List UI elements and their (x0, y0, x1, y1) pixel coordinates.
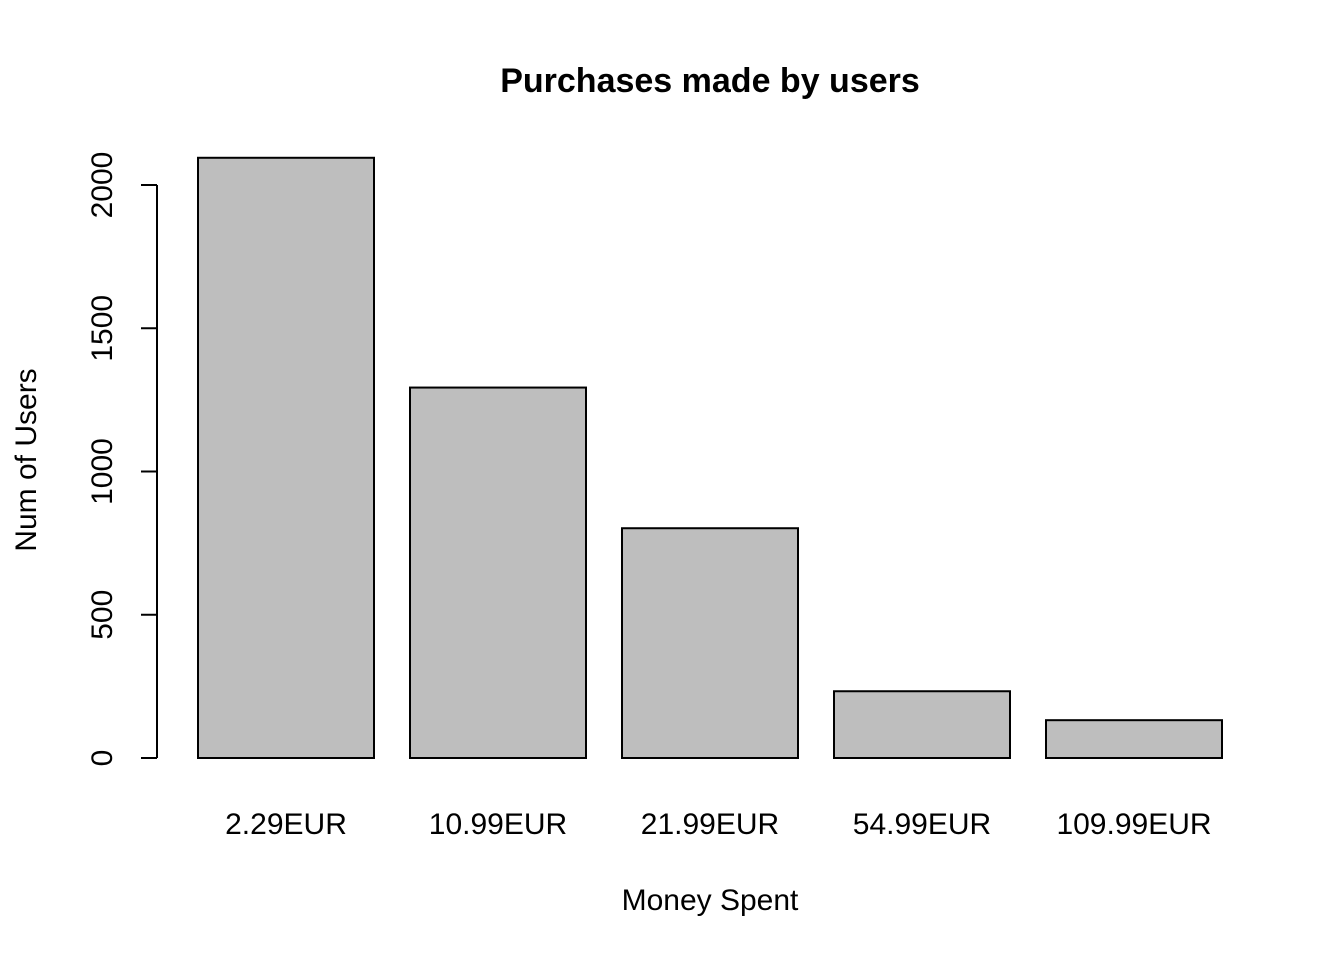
y-tick-label: 0 (86, 750, 119, 767)
bar-10.99EUR (409, 386, 587, 759)
bar-21.99EUR (621, 527, 799, 759)
bars (197, 156, 1223, 760)
x-axis-label: Money Spent (622, 884, 799, 917)
y-tick-label: 500 (86, 590, 119, 640)
y-tick-label: 1000 (86, 438, 119, 505)
y-tick-label: 1500 (86, 295, 119, 362)
bar-109.99EUR (1045, 719, 1223, 760)
bar-54.99EUR (833, 690, 1011, 759)
chart-title: Purchases made by users (500, 62, 920, 100)
x-tick-label: 21.99EUR (641, 808, 779, 841)
y-axis: 0 500 1000 1500 2000 (86, 152, 158, 767)
x-tick-label: 10.99EUR (429, 808, 567, 841)
x-tick-label: 54.99EUR (853, 808, 991, 841)
x-axis-labels: 2.29EUR 10.99EUR 21.99EUR 54.99EUR 109.99EUR (225, 808, 1211, 841)
y-axis-label: Num of Users (10, 368, 43, 551)
x-tick-label: 109.99EUR (1056, 808, 1211, 841)
bar-2.29EUR (197, 156, 375, 760)
y-tick-label: 2000 (86, 152, 119, 219)
x-tick-label: 2.29EUR (225, 808, 347, 841)
